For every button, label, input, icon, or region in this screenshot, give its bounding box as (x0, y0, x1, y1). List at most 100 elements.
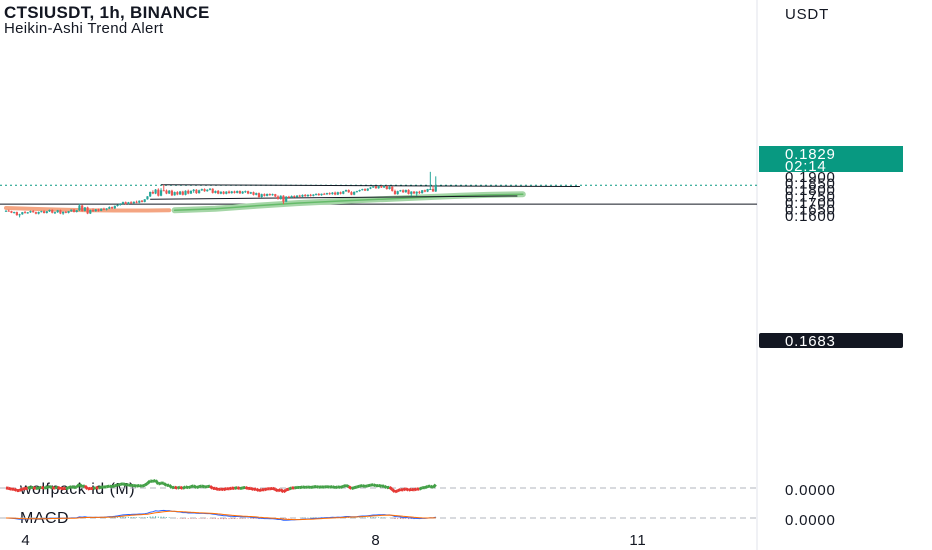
candle (124, 201, 127, 205)
candle (418, 190, 421, 194)
wolfpack-segment (185, 485, 189, 490)
wolfpack-segment (141, 483, 146, 488)
candle (410, 191, 413, 197)
wolfpack-segment (337, 485, 341, 489)
price-tick-label: 0.1800 (785, 182, 836, 199)
price-tags: 0.1829 02:14 0.1683 0.0000 0.0000 (759, 146, 903, 529)
wolfpack-segment (75, 483, 81, 489)
candle-body (263, 194, 266, 196)
wolfpack-segment (272, 486, 276, 491)
candle-body (45, 211, 48, 213)
wolfpack-segment (138, 484, 143, 488)
candle (225, 191, 228, 195)
candle (154, 189, 157, 195)
candle-body (40, 211, 43, 213)
candle-body (138, 200, 141, 203)
wolfpack-segment (114, 483, 118, 488)
candle-body (162, 190, 165, 192)
wolfpack-segment (315, 485, 320, 489)
candle (86, 206, 89, 215)
candle-body (4, 210, 8, 212)
wolfpack-segment (258, 488, 263, 493)
candle (252, 191, 255, 196)
candle (189, 190, 193, 195)
candle (304, 194, 307, 197)
candle (380, 185, 383, 188)
candle (157, 188, 160, 197)
candle (127, 201, 130, 205)
candle (34, 211, 38, 215)
candle-body (314, 193, 318, 195)
price-axis[interactable]: USDT 0.19000.18500.18000.17500.17000.165… (785, 6, 836, 225)
candle-body (29, 211, 32, 213)
wolfpack-segment (13, 487, 18, 492)
candle-body (75, 210, 78, 212)
wolfpack-segment (209, 485, 214, 490)
wolfpack-segment (239, 486, 244, 491)
wolfpack-segment (431, 483, 437, 489)
candles-layer[interactable] (4, 171, 437, 218)
candle (140, 199, 144, 203)
wolfpack-segment (73, 485, 77, 490)
candle-body (227, 191, 231, 194)
candle-body (7, 210, 10, 212)
candle-body (312, 194, 315, 196)
candle-body (130, 202, 133, 204)
candle (328, 192, 331, 195)
candle-body (165, 190, 168, 194)
candle (53, 211, 57, 215)
wolfpack-segment (402, 487, 407, 492)
candle (412, 191, 416, 194)
candle (208, 188, 212, 191)
wolfpack-segment (179, 485, 184, 490)
candle-body (429, 189, 432, 190)
candle (40, 210, 43, 213)
wolfpack-segment (302, 485, 306, 489)
wolfpack-segment (83, 484, 89, 491)
candle (263, 193, 266, 197)
candle (266, 193, 269, 197)
candle-body (64, 211, 67, 213)
candle-body (369, 187, 372, 189)
wolfpack-segment (97, 485, 102, 490)
candle (363, 188, 367, 192)
wolfpack-segment (274, 488, 279, 493)
candle-body (350, 192, 353, 195)
candle (347, 189, 350, 193)
candle-body (418, 191, 421, 194)
time-axis[interactable]: 4 8 11 (21, 532, 646, 549)
candle (219, 191, 222, 195)
candle-body (255, 193, 258, 195)
time-tick-label: 4 (21, 532, 30, 549)
candle-body (385, 186, 388, 189)
moving-average-line (173, 193, 524, 212)
candle-body (380, 186, 383, 188)
candle (94, 208, 97, 212)
candle (181, 190, 184, 196)
wolfpack-segment (288, 486, 293, 491)
price-tick-label: 0.1850 (785, 176, 836, 193)
candle (100, 208, 103, 212)
candle-body (323, 193, 326, 195)
candle (388, 186, 391, 190)
wolfpack-segment (8, 486, 12, 491)
candle (238, 190, 242, 194)
wolfpack-segment (190, 484, 195, 489)
candle (168, 190, 171, 195)
candle (421, 190, 424, 194)
candle (423, 189, 426, 193)
candle-body (257, 193, 261, 197)
candle (298, 194, 301, 197)
trendline-layer[interactable] (150, 184, 580, 200)
candle-body (168, 190, 171, 194)
candle-body (282, 195, 285, 202)
candle-body (374, 186, 378, 189)
candle-body (86, 207, 89, 214)
wolfpack-segment (122, 482, 127, 487)
candle (233, 190, 236, 194)
candle (7, 209, 10, 212)
wolfpack-segment (214, 486, 219, 491)
wolfpack-segment (171, 485, 176, 490)
bar-countdown: 02:14 (785, 158, 827, 175)
